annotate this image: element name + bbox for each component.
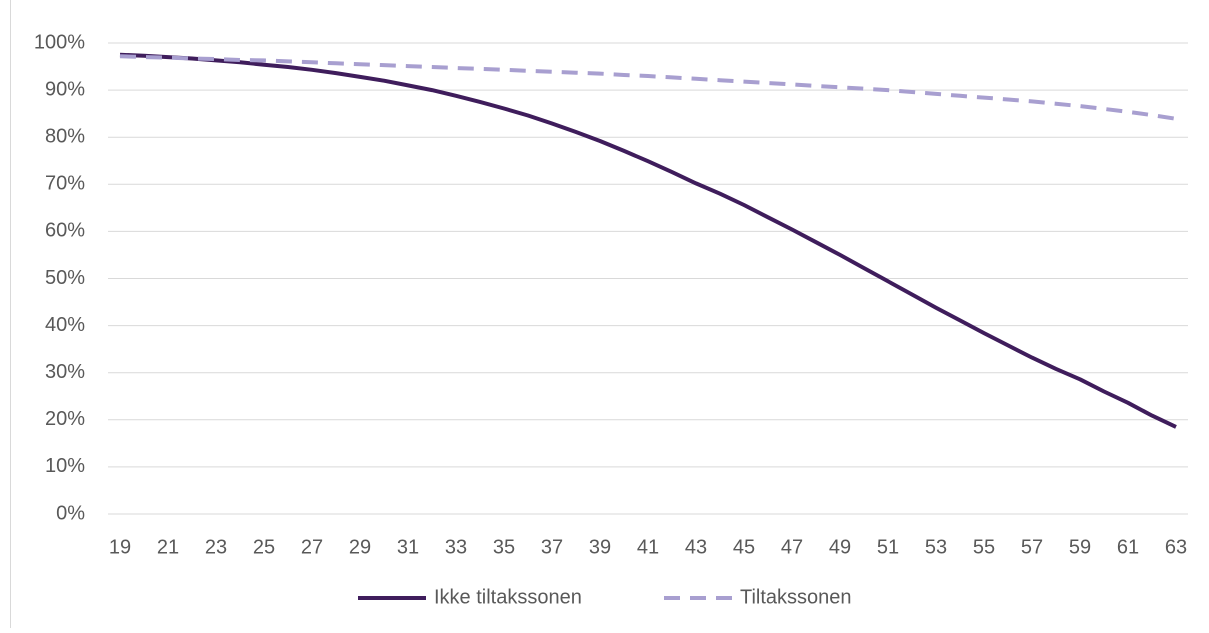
x-tick-label: 41	[637, 536, 659, 558]
x-tick-label: 55	[973, 536, 995, 558]
series-line	[120, 55, 1176, 427]
y-tick-label: 90%	[45, 78, 85, 100]
x-tick-label: 35	[493, 536, 515, 558]
y-tick-label: 20%	[45, 408, 85, 430]
x-tick-label: 53	[925, 536, 947, 558]
y-tick-label: 60%	[45, 220, 85, 242]
x-tick-label: 43	[685, 536, 707, 558]
y-tick-label: 70%	[45, 173, 85, 195]
y-tick-label: 30%	[45, 361, 85, 383]
x-tick-label: 51	[877, 536, 899, 558]
x-tick-label: 29	[349, 536, 371, 558]
legend-label: Tiltakssonen	[740, 586, 852, 608]
x-tick-label: 31	[397, 536, 419, 558]
x-tick-label: 23	[205, 536, 227, 558]
y-tick-label: 80%	[45, 125, 85, 147]
x-tick-label: 25	[253, 536, 275, 558]
x-tick-label: 39	[589, 536, 611, 558]
x-tick-label: 37	[541, 536, 563, 558]
y-tick-label: 10%	[45, 455, 85, 477]
x-tick-label: 47	[781, 536, 803, 558]
x-tick-label: 49	[829, 536, 851, 558]
y-tick-label: 40%	[45, 314, 85, 336]
y-tick-label: 100%	[34, 31, 85, 53]
legend-label: Ikke tiltakssonen	[434, 586, 582, 608]
x-tick-label: 33	[445, 536, 467, 558]
x-tick-label: 45	[733, 536, 755, 558]
chart-border	[11, 0, 1209, 628]
x-tick-label: 57	[1021, 536, 1043, 558]
x-tick-label: 21	[157, 536, 179, 558]
x-tick-label: 63	[1165, 536, 1187, 558]
x-tick-label: 19	[109, 536, 131, 558]
x-tick-label: 27	[301, 536, 323, 558]
y-tick-label: 50%	[45, 267, 85, 289]
x-tick-label: 59	[1069, 536, 1091, 558]
y-tick-label: 0%	[56, 502, 85, 524]
x-tick-label: 61	[1117, 536, 1139, 558]
